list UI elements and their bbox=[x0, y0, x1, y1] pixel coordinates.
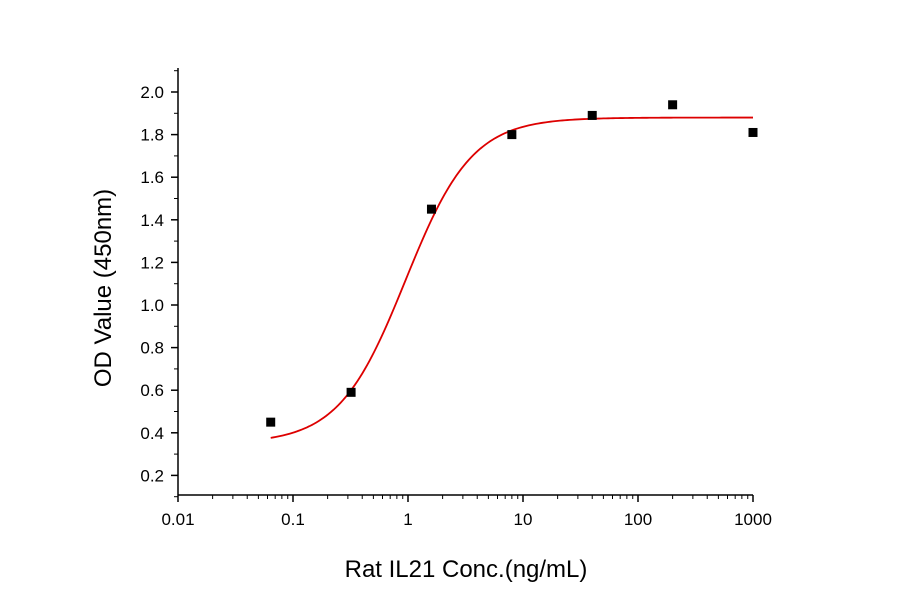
data-point bbox=[507, 130, 517, 140]
x-tick-label: 100 bbox=[624, 510, 652, 529]
x-tick-label: 10 bbox=[514, 510, 533, 529]
y-tick-label: 0.6 bbox=[140, 381, 164, 400]
data-point bbox=[266, 417, 276, 427]
y-tick-label: 1.2 bbox=[140, 253, 164, 272]
data-point bbox=[748, 127, 758, 137]
data-point bbox=[426, 204, 436, 214]
fit-curve-group bbox=[270, 116, 753, 439]
x-tick-label: 1 bbox=[403, 510, 412, 529]
y-tick-label: 0.8 bbox=[140, 339, 164, 358]
y-tick-label: 1.6 bbox=[140, 168, 164, 187]
y-tick-label: 0.2 bbox=[140, 466, 164, 485]
y-tick-label: 1.8 bbox=[140, 126, 164, 145]
data-point bbox=[587, 110, 597, 120]
fit-curve bbox=[270, 116, 753, 439]
axes bbox=[177, 68, 753, 496]
ticks: 0.01 0.1 1 10 100 1000 0.2 0.4 0.6 0.8 1.0 1.2 1.4 1.… bbox=[140, 70, 772, 529]
y-tick-label: 2.0 bbox=[140, 83, 164, 102]
y-tick-label: 0.4 bbox=[140, 424, 164, 443]
x-tick-label: 0.1 bbox=[281, 510, 305, 529]
data-point bbox=[346, 387, 356, 397]
data-points bbox=[266, 100, 758, 427]
data-point bbox=[668, 100, 678, 110]
y-axis-title: OD Value (450nm) bbox=[90, 189, 117, 387]
x-tick-label: 1000 bbox=[734, 510, 772, 529]
y-tick-label: 1.4 bbox=[140, 211, 164, 230]
y-tick-label: 1.0 bbox=[140, 296, 164, 315]
x-tick-label: 0.01 bbox=[161, 510, 194, 529]
x-axis-title: Rat IL21 Conc.(ng/mL) bbox=[345, 556, 588, 583]
